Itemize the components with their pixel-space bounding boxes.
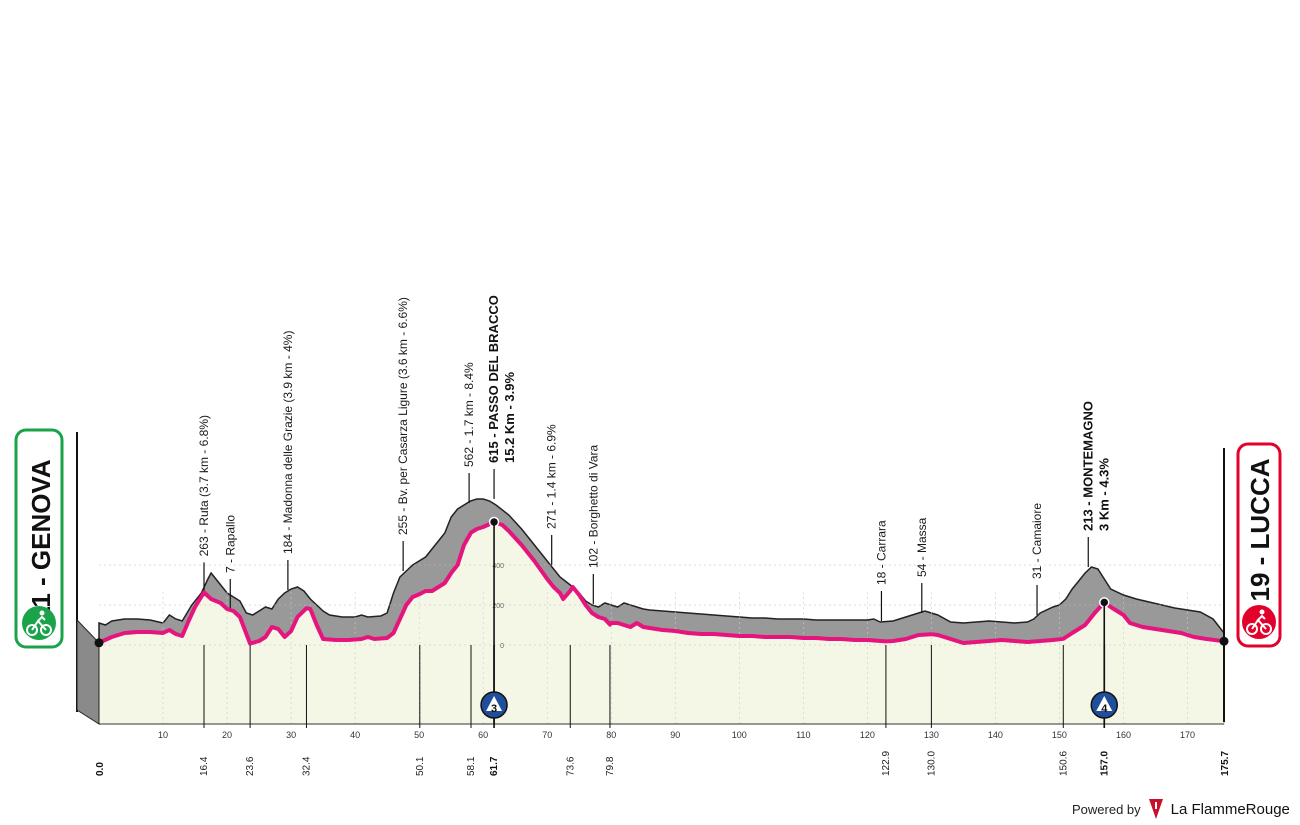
climb-label-group: 263 - Ruta (3.7 km - 6.8%): [197, 415, 211, 556]
km-mark-label: 23.6: [245, 756, 256, 776]
km-mark-label: 0.0: [95, 762, 106, 776]
footer-credit: Powered by La FlammeRouge: [1072, 799, 1290, 819]
axis-tick-label: 30: [286, 730, 296, 740]
axis-tick-label: 80: [606, 730, 616, 740]
start-label: 11 - GENOVA: [26, 459, 56, 621]
elevation-tick-label: 200: [492, 603, 504, 610]
climb-label-group: 255 - Bv. per Casarza Ligure (3.6 km - 6…: [396, 297, 410, 535]
km-mark-label: 58.1: [466, 756, 477, 776]
axis-tick-label: 90: [670, 730, 680, 740]
finish-badge: 19 - LUCCA: [1236, 442, 1282, 648]
axis-tick-label: 40: [350, 730, 360, 740]
climb-label-group: 562 - 1.7 km - 8.4%: [462, 362, 476, 467]
flamme-rouge-logo-icon: [1148, 799, 1163, 819]
climb-label-group: 7 - Rapallo: [223, 515, 237, 573]
climb-label-group: 213 - MONTEMAGNO 3 Km - 4.3%: [1080, 401, 1111, 531]
climb-name: 184 - Madonna delle Grazie (3.9 km - 4%): [281, 331, 295, 554]
climb-name: 54 - Massa: [915, 517, 929, 577]
km-mark-label: 130.0: [926, 751, 937, 776]
km-mark-label: 61.7: [489, 756, 500, 776]
start-wedge: [76, 618, 100, 725]
km-mark-label: 175.7: [1220, 751, 1231, 776]
axis-tick-label: 60: [478, 730, 488, 740]
start-dot: [94, 638, 104, 648]
elevation-tick-label: 0: [500, 643, 504, 650]
climb-guides: [203, 469, 1089, 621]
climb-label-group: 18 - Carrara: [874, 520, 888, 585]
axis-tick-label: 10: [158, 730, 168, 740]
terrain-area: [98, 498, 1225, 645]
km-mark-label: 16.4: [199, 756, 210, 776]
axis-ticks: 10 20 30 40 50 60 70 80 90 100 110 120 130 140 150 160 1…: [158, 730, 1195, 740]
climb-name: 263 - Ruta (3.7 km - 6.8%): [197, 415, 211, 556]
axis-tick-label: 110: [796, 730, 810, 740]
powered-by-text: Powered by: [1072, 801, 1141, 817]
climb-label-group: 271 - 1.4 km - 6.9%: [545, 424, 559, 529]
finish-badge-frame: [1236, 442, 1282, 648]
elevation-ticks: 0 200 400: [492, 563, 504, 650]
climb-labels: 263 - Ruta (3.7 km - 6.8%) 7 - Rapallo 184…: [197, 295, 1111, 585]
finish-dot: [1219, 636, 1229, 646]
cyclist-icon: [1242, 605, 1276, 639]
axis-tick-label: 100: [732, 730, 747, 740]
km-mark-label: 79.8: [605, 756, 616, 776]
km-mark-label: 157.0: [1099, 751, 1110, 776]
climb-label-group: 184 - Madonna delle Grazie (3.9 km - 4%): [281, 331, 295, 554]
mountain-icon: [486, 696, 503, 711]
mountain-category-number: 4: [1101, 703, 1108, 715]
elevation-tick-label: 400: [492, 563, 504, 570]
axis-tick-label: 160: [1116, 730, 1131, 740]
km-mark-label: 150.6: [1058, 751, 1069, 776]
finish-label: 19 - LUCCA: [1245, 458, 1275, 601]
climb-label-group: 102 - Borghetto di Vara: [586, 444, 600, 568]
road-line: [98, 520, 1225, 646]
km-mark-label: 122.9: [881, 751, 892, 776]
km-mark-label: 73.6: [565, 756, 576, 776]
axis-tick-label: 50: [414, 730, 424, 740]
km-mark-label: 50.1: [415, 756, 426, 776]
axis-tick-label: 130: [924, 730, 939, 740]
climb-label-group: 615 - PASSO DEL BRACCO 15.2 Km - 3.9%: [486, 295, 517, 463]
climb-stats: 15.2 Km - 3.9%: [502, 372, 517, 463]
start-badge-frame: [14, 428, 64, 649]
climb-label-group: 54 - Massa: [915, 517, 929, 577]
axis-tick-label: 120: [860, 730, 875, 740]
climb-name: 31 - Camaiore: [1030, 503, 1044, 579]
climb-name: 562 - 1.7 km - 8.4%: [462, 362, 476, 467]
climb-label-group: 31 - Camaiore: [1030, 503, 1044, 579]
mountain-category-number: 3: [491, 703, 497, 715]
brand-name: La FlammeRouge: [1170, 800, 1290, 818]
cyclist-icon: [22, 606, 56, 640]
mountain-icon: [1096, 696, 1113, 711]
climb-stats: 3 Km - 4.3%: [1096, 458, 1111, 531]
axis-tick-label: 140: [988, 730, 1003, 740]
axis-tick-label: 170: [1180, 730, 1195, 740]
axis-tick-label: 20: [222, 730, 232, 740]
start-badge: 11 - GENOVA: [14, 428, 64, 649]
climb-name: 615 - PASSO DEL BRACCO: [486, 295, 501, 463]
axis-tick-label: 70: [542, 730, 552, 740]
climb-name: 18 - Carrara: [874, 520, 888, 585]
axis-tick-label: 150: [1052, 730, 1067, 740]
km-mark-label: 32.4: [301, 756, 312, 776]
climb-name: 271 - 1.4 km - 6.9%: [545, 424, 559, 529]
climb-name: 102 - Borghetto di Vara: [586, 444, 600, 568]
climb-name: 213 - MONTEMAGNO: [1080, 401, 1095, 531]
climb-name: 255 - Bv. per Casarza Ligure (3.6 km - 6…: [396, 297, 410, 535]
climb-name: 7 - Rapallo: [223, 515, 237, 573]
